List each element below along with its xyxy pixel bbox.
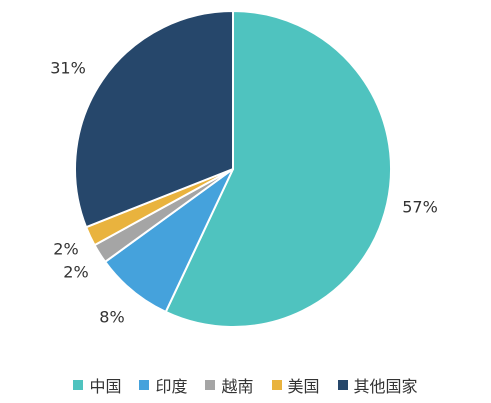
legend-label: 中国	[89, 377, 122, 396]
data-label-3: 2%	[53, 240, 78, 259]
legend: 中国 印度 越南 美国 其他国家	[0, 373, 491, 397]
pie-slice-4	[74, 10, 234, 229]
legend-swatch	[73, 380, 84, 390]
legend-label: 美国	[287, 377, 320, 396]
legend-swatch	[271, 380, 282, 390]
legend-swatch	[205, 380, 216, 390]
legend-label: 其他国家	[353, 377, 418, 396]
data-label-0: 57%	[402, 198, 438, 217]
data-label-2: 2%	[63, 263, 88, 282]
legend-item-4: 其他国家	[337, 373, 418, 397]
legend-item-2: 越南	[205, 373, 254, 397]
data-label-4: 31%	[50, 59, 86, 78]
legend-label: 印度	[155, 377, 188, 396]
legend-item-1: 印度	[139, 373, 187, 397]
pie-slice-0	[164, 10, 393, 328]
data-label-1: 8%	[99, 308, 124, 327]
legend-item-3: 美国	[271, 373, 320, 397]
legend-item-0: 中国	[73, 373, 121, 397]
legend-swatch	[139, 380, 150, 390]
legend-swatch	[337, 380, 348, 390]
legend-label: 越南	[221, 377, 254, 396]
